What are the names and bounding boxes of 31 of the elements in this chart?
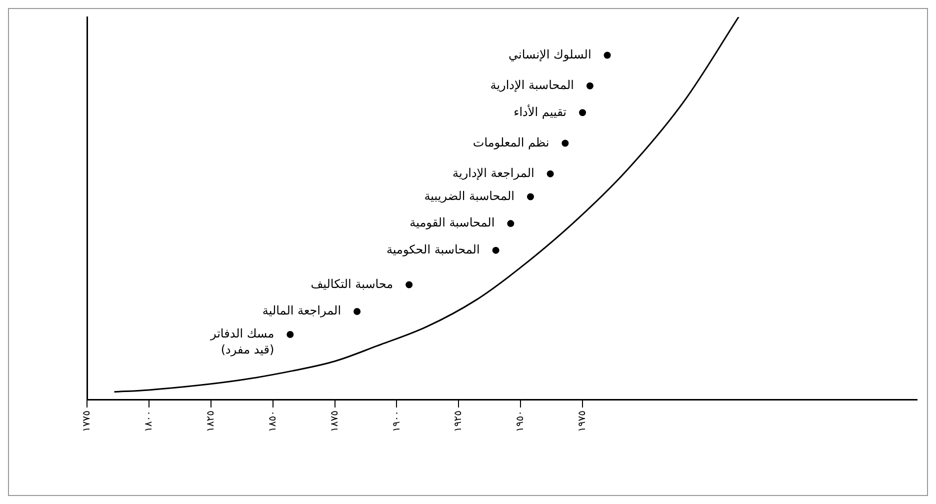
x-tick-label: ١٩٧٥ xyxy=(577,410,588,432)
point xyxy=(586,82,594,90)
annotation: المحاسبة الإدارية xyxy=(490,78,574,92)
x-tick-label: ١٩٢٥ xyxy=(453,410,464,432)
x-tick-label: ١٨٥٠ xyxy=(267,410,278,432)
annotation: المحاسبة الضريبية xyxy=(424,188,514,203)
x-tick-label: ١٧٧٥ xyxy=(82,410,93,432)
x-tick-label: ١٩٥٠ xyxy=(515,410,526,432)
point xyxy=(526,193,534,200)
annotation: السلوك الإنساني xyxy=(508,47,592,62)
x-tick-label: ١٨٧٥ xyxy=(329,410,340,432)
point xyxy=(546,170,554,178)
annotation: تقييم الأداء xyxy=(514,104,567,119)
point xyxy=(492,246,500,254)
point xyxy=(604,52,611,59)
annotation: المحاسبة القومية xyxy=(410,216,495,230)
x-tick-label: ١٨٠٠ xyxy=(144,410,155,432)
annotation: المراجعة المالية xyxy=(262,304,342,318)
annotation: محاسبة التكاليف xyxy=(310,276,394,291)
point xyxy=(579,109,586,116)
annotation: المحاسبة الحكومية xyxy=(386,242,480,256)
annotation: نظم المعلومات xyxy=(472,135,550,150)
point xyxy=(562,140,569,147)
annotation: المراجعة الإدارية xyxy=(452,166,534,180)
point xyxy=(354,308,361,316)
x-tick-label: ١٩٠٠ xyxy=(391,410,402,432)
point xyxy=(286,330,294,338)
annotation: مسك الدفاتر (قيد مفرد) xyxy=(209,326,274,357)
x-tick-label: ١٨٢٥ xyxy=(205,410,216,432)
point xyxy=(406,281,413,288)
point xyxy=(507,220,514,228)
